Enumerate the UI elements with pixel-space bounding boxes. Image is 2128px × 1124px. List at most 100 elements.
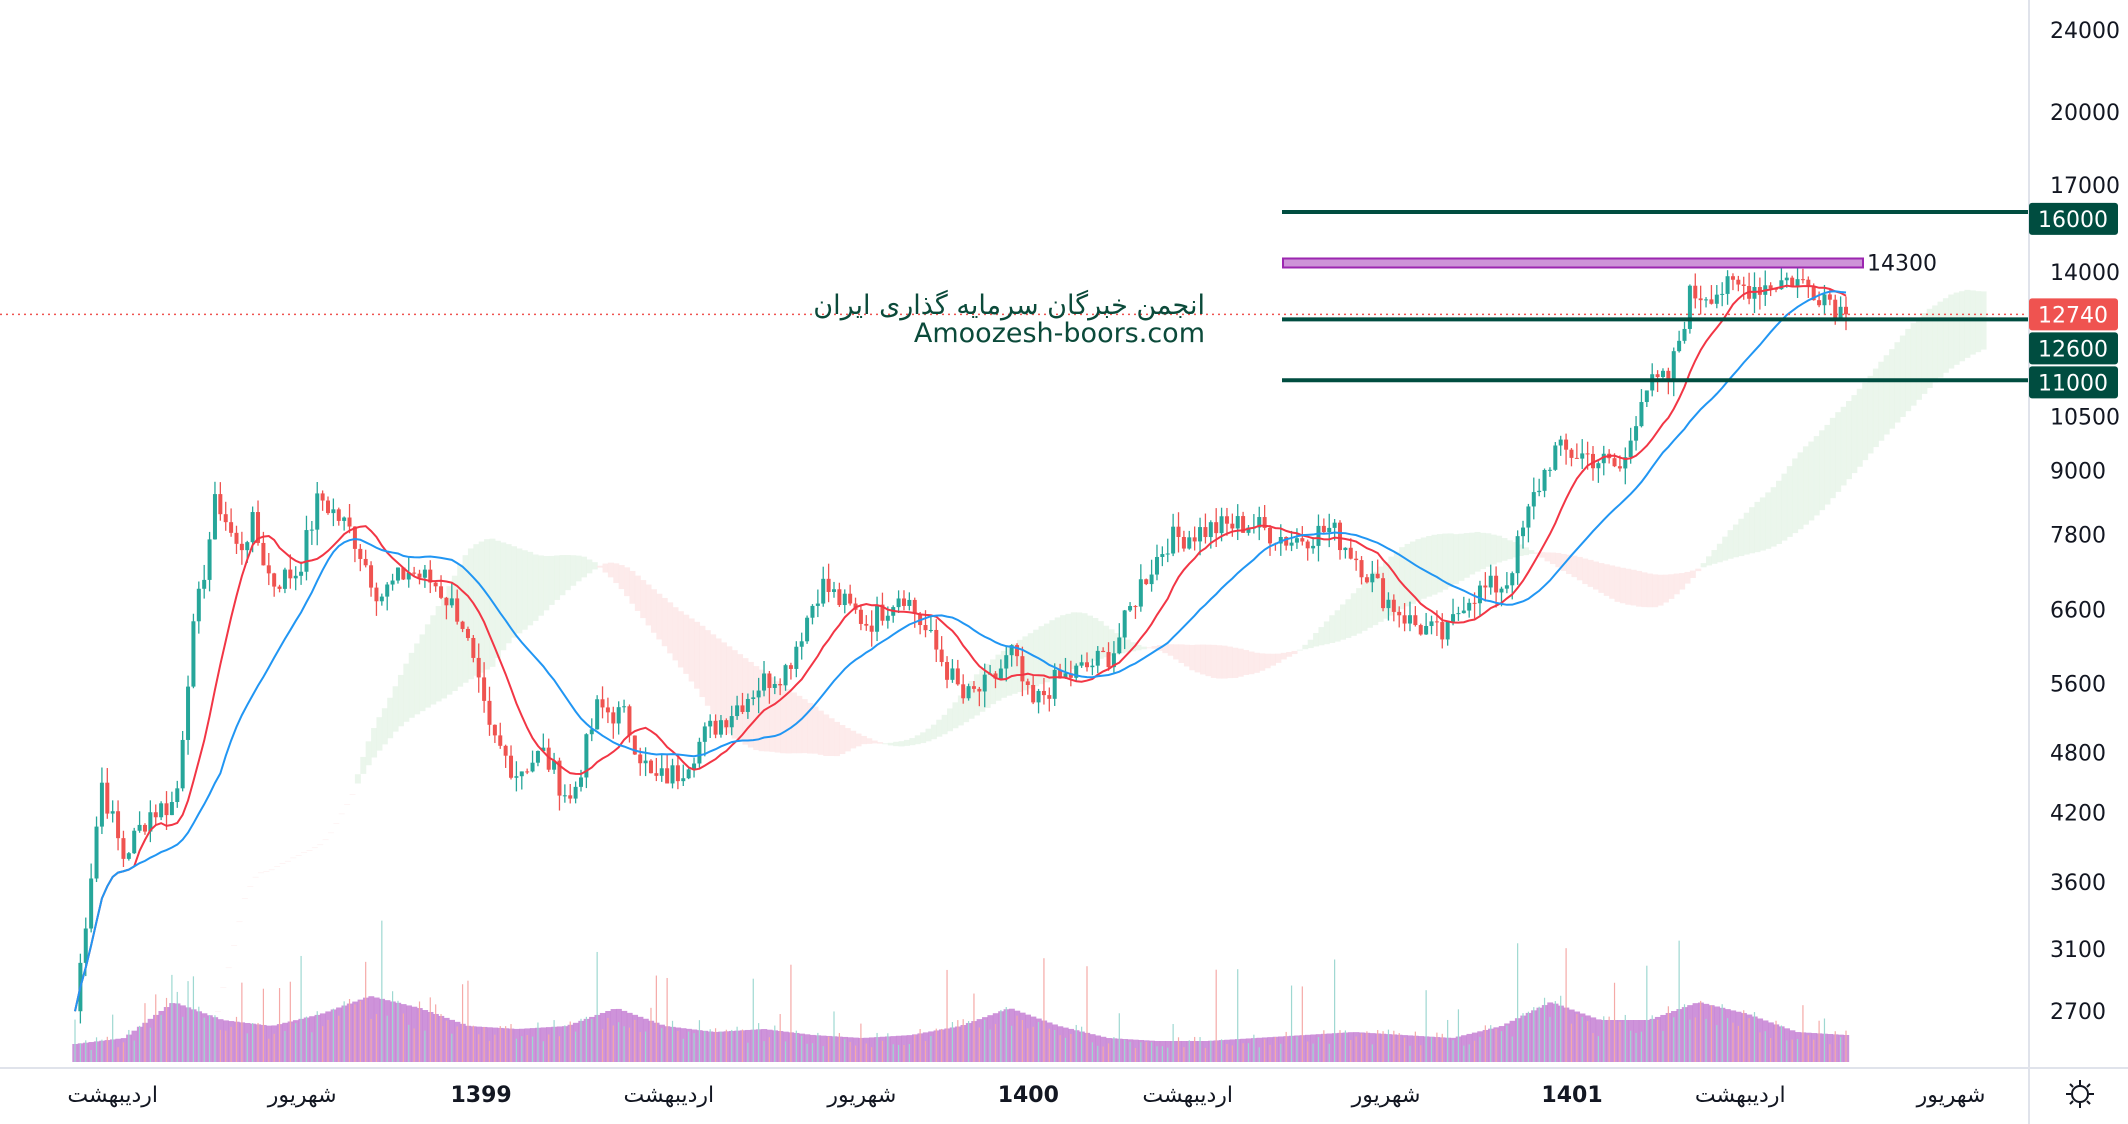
cloud-segment (785, 688, 792, 754)
candle-body (950, 668, 955, 680)
candle-body (159, 803, 164, 818)
cloud-segment (1087, 615, 1093, 663)
levels: 14300 (0, 210, 2029, 383)
candle-body (422, 569, 427, 578)
cloud-segment (667, 602, 674, 654)
candle-body (1596, 463, 1601, 469)
candle-body (1311, 545, 1316, 549)
candle-body (815, 603, 820, 606)
candle-body (315, 493, 320, 530)
cloud-segment (1824, 424, 1831, 505)
cloud-segment (871, 740, 878, 744)
cloud-segment (1662, 574, 1669, 603)
cloud-segment (1388, 556, 1395, 616)
candle-body (126, 853, 131, 859)
level-badge-label: 11000 (2038, 371, 2108, 396)
cloud-segment (1700, 563, 1707, 568)
candle-body (1063, 673, 1068, 679)
cloud-segment (645, 584, 652, 626)
candle-body (455, 598, 460, 622)
candle-body (293, 575, 298, 579)
cloud-segment (1399, 547, 1406, 610)
cloud-segment (231, 945, 238, 946)
cloud-segment (1474, 531, 1481, 572)
cloud-segment (1770, 487, 1777, 547)
resistance-zone-label: 14300 (1867, 251, 1937, 276)
candle-body (417, 573, 422, 578)
candle-body (272, 573, 277, 587)
cloud-segment (968, 680, 975, 719)
cloud-segment (575, 555, 582, 582)
cloud-segment (371, 728, 378, 758)
cloud-segment (225, 967, 232, 969)
candle-body (1741, 284, 1746, 286)
candle-body (498, 735, 503, 746)
cloud-segment (1216, 645, 1223, 679)
candle-body (444, 597, 449, 606)
candle-body (121, 838, 126, 859)
candle-body (1650, 374, 1655, 391)
candle-body (180, 739, 185, 789)
candle-body (1817, 300, 1822, 306)
time-axis[interactable]: اردیبهشت شهریور 1399 اردیبهشت شهریور 1400 اردی… (67, 1083, 1985, 1108)
cloud-segment (441, 597, 448, 699)
gear-icon[interactable] (2064, 1078, 2096, 1110)
cloud-segment (1420, 537, 1427, 599)
time-tick-label: اردیبهشت (623, 1083, 714, 1108)
cloud-segment (1523, 547, 1530, 556)
candle-body (1154, 556, 1159, 575)
cloud-segment (1673, 573, 1680, 595)
candle-body (83, 928, 88, 963)
price-tick-label: 10500 (2050, 405, 2120, 430)
cloud-segment (1146, 647, 1153, 649)
cloud-segment (1361, 582, 1368, 631)
cloud-segment (1065, 613, 1072, 672)
cloud-segment (1280, 652, 1287, 660)
cloud-segment (898, 741, 905, 747)
candle-body (697, 741, 702, 764)
candle-body (1047, 695, 1052, 699)
ma-fast-line (74, 284, 1847, 1012)
candle-body (595, 699, 600, 730)
candle-body (557, 760, 562, 796)
candle-body (1671, 351, 1676, 382)
price-axis[interactable]: 24000 20000 17000 14000 10500 9000 7800 6600 560… (2050, 19, 2120, 1025)
cloud-segment (1964, 289, 1971, 358)
cloud-segment (381, 708, 388, 745)
cloud-segment (1006, 647, 1013, 696)
candle-body (202, 579, 207, 589)
candle-body (406, 572, 411, 580)
cloud-segment (1501, 538, 1508, 561)
cloud-segment (258, 872, 265, 874)
cloud-segment (1307, 639, 1314, 649)
cloud-segment (1479, 532, 1486, 570)
candle-body (369, 565, 374, 588)
cloud-segment (1808, 441, 1815, 521)
price-badges: 16000 12740 12600 11000 (2029, 202, 2118, 399)
cloud-segment (537, 555, 544, 616)
candle-body (1521, 527, 1526, 537)
candle-body (1257, 517, 1262, 528)
cloud-segment (1393, 551, 1400, 613)
candle-body (1004, 655, 1009, 669)
candle-body (239, 543, 244, 551)
candle-body (1580, 453, 1585, 459)
price-tick-label: 4200 (2050, 802, 2106, 827)
cloud-segment (241, 898, 248, 899)
cloud-segment (570, 555, 577, 586)
price-tick-label: 6600 (2050, 599, 2106, 624)
cloud-segment (1932, 305, 1939, 383)
candle-body (1510, 573, 1515, 586)
candle-body (880, 604, 885, 621)
candle-body (218, 494, 223, 515)
candle-body (805, 617, 810, 642)
cloud-segment (920, 732, 927, 744)
cloud-segment (1291, 650, 1298, 655)
candle-body (1386, 599, 1391, 609)
cloud-segment (607, 562, 614, 578)
candle-body (1122, 610, 1127, 638)
cloud-segment (634, 575, 641, 611)
candle-body (336, 509, 341, 521)
cloud-segment (1792, 458, 1799, 534)
